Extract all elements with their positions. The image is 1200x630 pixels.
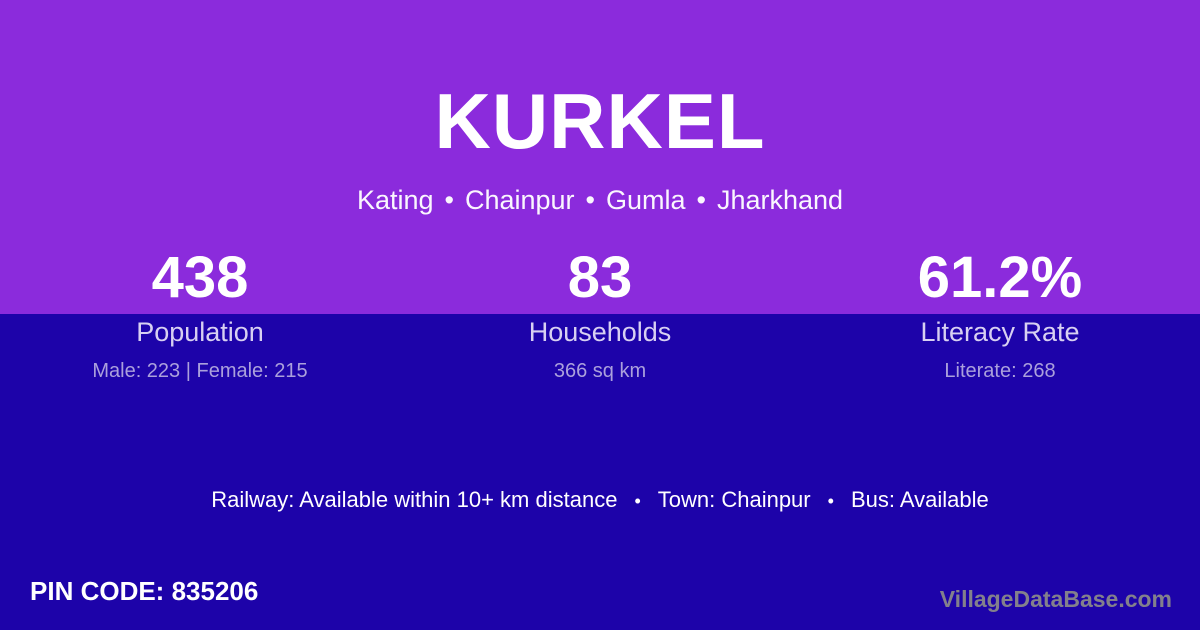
bullet-separator: •: [696, 185, 706, 215]
stat-literacy-rate: 61.2% Literacy Rate Literate: 268: [800, 245, 1200, 383]
pin-code-label: PIN CODE: 835206: [30, 576, 259, 606]
village-title: KURKEL: [434, 77, 766, 165]
bottom-section-background: [0, 314, 1200, 630]
town-info: Town: Chainpur: [657, 487, 811, 512]
breadcrumb-item-subdistrict: Chainpur: [464, 185, 575, 215]
amenities-info-line: Railway: Available within 10+ km distanc…: [0, 487, 1200, 514]
location-breadcrumb: Kating • Chainpur • Gumla • Jharkhand: [0, 184, 1200, 216]
bullet-separator: •: [444, 185, 454, 215]
literacy-label: Literacy Rate: [920, 317, 1080, 347]
breadcrumb-item-block: Kating: [356, 185, 434, 215]
breadcrumb-item-district: Gumla: [605, 185, 686, 215]
bullet-separator: •: [585, 185, 595, 215]
population-value: 438: [151, 245, 249, 310]
households-value: 83: [567, 245, 633, 310]
literacy-detail: Literate: 268: [944, 360, 1056, 382]
bus-info: Bus: Available: [850, 487, 989, 512]
literacy-value: 61.2%: [917, 245, 1083, 310]
bullet-separator: •: [827, 491, 834, 512]
breadcrumb-item-state: Jharkhand: [716, 185, 844, 215]
watermark: VillageDataBase.com: [939, 586, 1172, 612]
stat-households: 83 Households 366 sq km: [400, 245, 800, 383]
stats-row: 438 Population Male: 223 | Female: 215 8…: [0, 245, 1200, 383]
stat-population: 438 Population Male: 223 | Female: 215: [0, 245, 400, 383]
bullet-separator: •: [634, 491, 641, 512]
households-label: Households: [528, 317, 672, 347]
population-detail: Male: 223 | Female: 215: [92, 360, 308, 382]
railway-info: Railway: Available within 10+ km distanc…: [211, 487, 618, 512]
population-label: Population: [136, 317, 264, 347]
households-detail: 366 sq km: [553, 360, 647, 382]
